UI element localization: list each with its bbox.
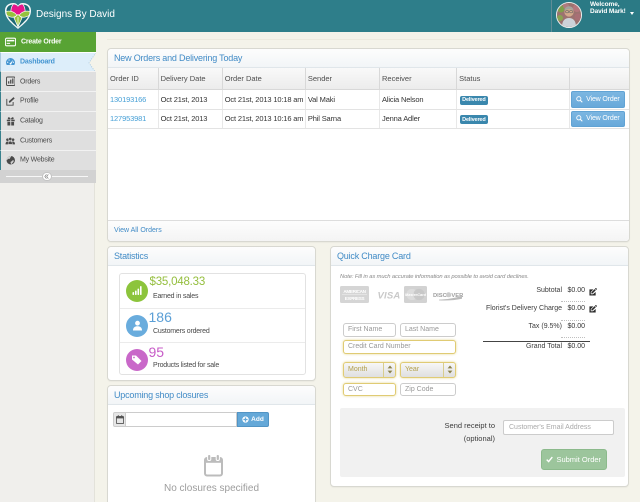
svg-text:AMERICAN: AMERICAN [343,289,366,294]
svg-text:EXPRESS: EXPRESS [344,295,364,300]
svg-text:MasterCard: MasterCard [405,293,427,297]
svg-text:VISA: VISA [377,290,400,301]
